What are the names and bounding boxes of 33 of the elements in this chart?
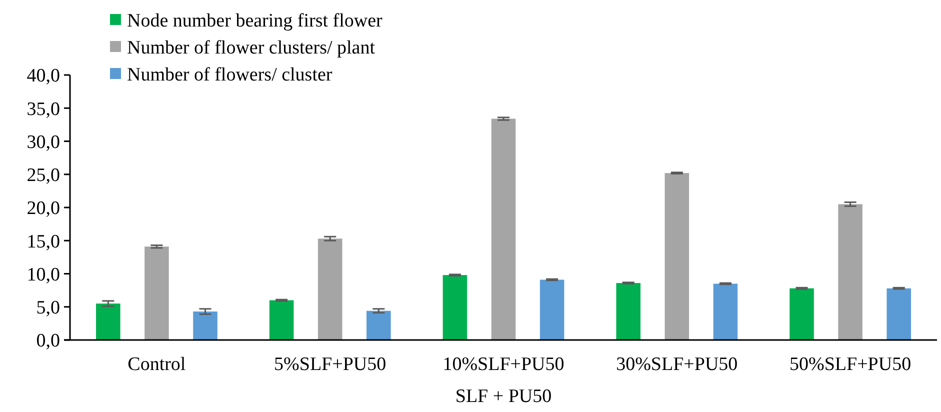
bar [616,283,640,340]
bar [96,304,120,340]
y-tick-label: 30,0 [26,132,60,153]
y-tick-label: 20,0 [26,198,60,220]
bar [790,288,814,340]
bar [491,118,516,340]
bar [193,312,218,340]
legend-label: Number of flower clusters/ plant [127,38,376,59]
y-tick-label: 15,0 [26,231,60,252]
x-axis-title: SLF + PU50 [455,386,552,407]
bar [664,173,690,340]
y-tick-label: 25,0 [26,165,60,186]
x-tick-label: 30%SLF+PU50 [616,354,738,375]
x-tick-label: 50%SLF+PU50 [790,354,912,375]
bar [442,275,468,340]
bar [269,300,294,340]
legend-label: Node number bearing first flower [127,10,384,32]
bar [144,246,169,340]
x-tick-label: 10%SLF+PU50 [442,354,564,375]
y-tick-label: 5,0 [36,298,60,319]
bar [540,280,564,340]
y-tick-label: 40,0 [26,66,60,87]
y-tick-label: 10,0 [26,264,60,286]
x-tick-label: Control [128,354,186,375]
bar [318,238,342,340]
y-tick-label: 0,0 [36,330,60,352]
y-tick-label: 35,0 [26,98,60,120]
bar [886,288,911,340]
bar [366,310,391,340]
legend-label: Number of flowers/ cluster [127,64,333,86]
x-tick-label: 5%SLF+PU50 [274,354,386,375]
bar [838,204,862,340]
bar [713,284,738,340]
